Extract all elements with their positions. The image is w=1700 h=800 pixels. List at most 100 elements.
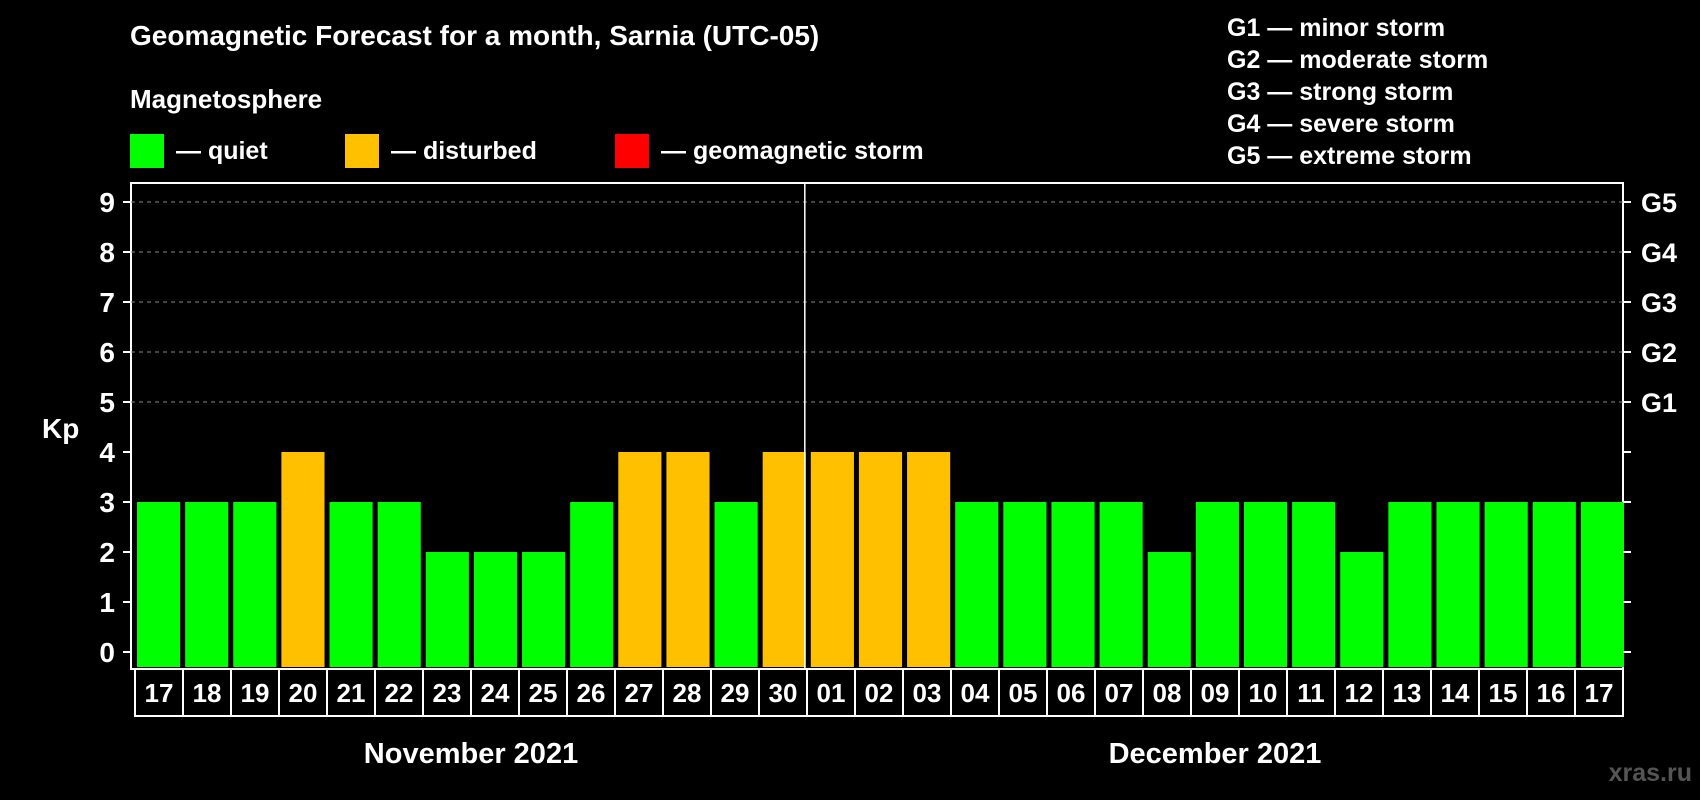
legend-disturbed-swatch	[345, 134, 379, 168]
date-label-7: 24	[481, 678, 510, 708]
date-label-30: 17	[1585, 678, 1614, 708]
bar-6	[425, 552, 469, 667]
g-scale-item-g2: G2 — moderate storm	[1227, 46, 1489, 74]
date-label-10: 27	[625, 678, 654, 708]
date-strip	[134, 668, 1624, 717]
date-label-15: 02	[865, 678, 894, 708]
legend-quiet: — quiet	[130, 134, 268, 168]
date-label-12: 29	[721, 678, 750, 708]
chart-title: Geomagnetic Forecast for a month, Sarnia…	[130, 20, 820, 51]
bar-2	[233, 502, 277, 667]
bar-23	[1243, 502, 1288, 667]
bar-28	[1484, 502, 1528, 667]
date-label-20: 07	[1105, 678, 1134, 708]
date-label-1: 18	[193, 678, 222, 708]
bar-11	[666, 452, 710, 667]
date-label-8: 25	[529, 678, 558, 708]
date-label-23: 10	[1249, 678, 1278, 708]
month-label-1: December 2021	[1109, 738, 1322, 770]
y-tick-label-3: 3	[99, 487, 115, 518]
date-label-16: 03	[913, 678, 942, 708]
bar-27	[1436, 502, 1480, 667]
bar-14	[810, 452, 854, 667]
y-tick-label-2: 2	[99, 537, 115, 568]
date-label-13: 30	[769, 678, 798, 708]
date-label-5: 22	[385, 678, 414, 708]
bar-18	[1003, 502, 1047, 667]
date-label-18: 05	[1009, 678, 1038, 708]
bar-7	[473, 552, 518, 667]
bar-13	[762, 452, 806, 667]
bar-9	[570, 502, 614, 667]
right-label-g2: G2	[1641, 338, 1677, 368]
y-tick-label-0: 0	[99, 637, 115, 668]
date-label-28: 15	[1489, 678, 1518, 708]
legend-quiet-label: — quiet	[176, 136, 268, 165]
y-tick-label-4: 4	[99, 437, 115, 468]
bar-10	[618, 452, 662, 667]
month-label-0: November 2021	[364, 738, 578, 770]
bar-12	[714, 502, 758, 667]
bar-25	[1340, 552, 1384, 667]
g-scale-item-g5: G5 — extreme storm	[1227, 142, 1472, 170]
g-scale-list: G1 — minor storm G2 — moderate storm G3 …	[1227, 12, 1488, 172]
date-label-27: 14	[1441, 678, 1470, 708]
magnetosphere-label: Magnetosphere	[130, 84, 323, 114]
bar-4	[329, 502, 373, 667]
bar-20	[1099, 502, 1143, 667]
date-label-25: 12	[1345, 678, 1374, 708]
bar-22	[1195, 502, 1239, 667]
y-axis-label: Kp	[42, 413, 79, 444]
legend-storm: — geomagnetic storm	[615, 134, 924, 168]
y-tick-label-1: 1	[99, 587, 115, 618]
date-label-2: 19	[241, 678, 270, 708]
right-label-g4: G4	[1641, 238, 1677, 268]
bar-26	[1388, 502, 1432, 667]
bar-15	[858, 452, 903, 667]
y-tick-label-6: 6	[99, 337, 115, 368]
date-label-4: 21	[337, 678, 366, 708]
date-label-29: 16	[1537, 678, 1566, 708]
bar-1	[185, 502, 229, 667]
legend-storm-label: — geomagnetic storm	[661, 136, 924, 165]
right-label-g3: G3	[1641, 288, 1677, 318]
y-tick-label-7: 7	[99, 287, 115, 318]
right-label-g5: G5	[1641, 188, 1677, 218]
g-scale-item-g1: G1 — minor storm	[1227, 14, 1446, 42]
watermark: xras.ru	[1608, 759, 1692, 787]
bar-3	[281, 452, 325, 667]
date-label-24: 11	[1297, 678, 1325, 708]
g-scale-item-g4: G4 — severe storm	[1227, 110, 1455, 138]
date-label-11: 28	[673, 678, 702, 708]
legend-disturbed: — disturbed	[345, 134, 537, 168]
y-tick-label-5: 5	[99, 387, 115, 418]
date-label-26: 13	[1393, 678, 1422, 708]
date-label-14: 01	[817, 678, 846, 708]
bar-0	[137, 502, 181, 667]
right-label-g1: G1	[1641, 388, 1677, 418]
date-label-6: 23	[433, 678, 462, 708]
bar-8	[522, 552, 566, 667]
bar-29	[1532, 502, 1576, 667]
bar-16	[907, 452, 951, 667]
date-label-22: 09	[1201, 678, 1230, 708]
bar-21	[1147, 552, 1191, 667]
legend-quiet-swatch	[130, 134, 164, 168]
date-label-17: 04	[961, 678, 990, 708]
g-scale-item-g3: G3 — strong storm	[1227, 78, 1454, 106]
bar-24	[1292, 502, 1336, 667]
y-tick-label-9: 9	[99, 187, 115, 218]
bar-5	[377, 502, 421, 667]
bar-30	[1580, 502, 1624, 667]
date-label-21: 08	[1153, 678, 1182, 708]
date-label-3: 20	[289, 678, 318, 708]
legend-storm-swatch	[615, 134, 649, 168]
bar-17	[955, 502, 999, 667]
date-label-19: 06	[1057, 678, 1086, 708]
date-label-9: 26	[577, 678, 606, 708]
bar-19	[1051, 502, 1095, 667]
date-label-0: 17	[145, 678, 174, 708]
legend-disturbed-label: — disturbed	[391, 136, 537, 165]
y-tick-label-8: 8	[99, 237, 115, 268]
